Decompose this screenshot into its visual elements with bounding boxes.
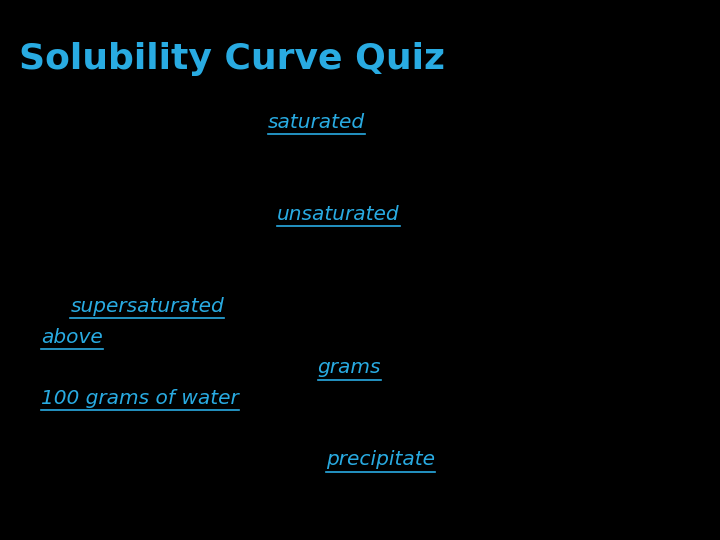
Text: out of: out of [435,450,500,469]
Text: saturated: saturated [268,112,364,132]
Text: □ Solution indicated by points below the curve for a: □ Solution indicated by points below the… [22,174,550,193]
Text: □ Adding a seed crystal to a supersaturated solution: □ Adding a seed crystal to a supersatura… [22,420,557,438]
Text: □ The units for solubility are: □ The units for solubility are [22,359,318,377]
Text: 100 grams of water: 100 grams of water [41,389,239,408]
Text: represented by points on the curve for a given solute.: represented by points on the curve for a… [22,143,587,162]
Text: as: as [22,297,71,316]
Text: of solute per: of solute per [381,359,515,377]
Text: solute are classified as: solute are classified as [22,205,277,224]
Text: solutions are: solutions are [364,112,500,132]
Text: above: above [41,328,103,347]
Text: unsaturated: unsaturated [277,205,400,224]
Text: the curve for a solute.: the curve for a solute. [103,328,333,347]
Text: precipitate: precipitate [326,450,435,469]
Text: .: . [400,205,406,224]
Text: □ On a solubility curve,: □ On a solubility curve, [22,112,268,132]
Text: causes the excess solute to: causes the excess solute to [22,450,326,469]
Text: □ Solutions created at high temperatures and then: □ Solutions created at high temperatures… [22,235,541,254]
Text: and are indicated by points: and are indicated by points [224,297,507,316]
Text: Solubility Curve Quiz: Solubility Curve Quiz [19,42,446,76]
Text: supersaturated: supersaturated [71,297,224,316]
Text: .: . [239,389,246,408]
Text: slowly cooled to the desired temperature are known: slowly cooled to the desired temperature… [22,266,569,285]
Text: grams: grams [318,359,381,377]
Text: solution.: solution. [22,481,127,500]
